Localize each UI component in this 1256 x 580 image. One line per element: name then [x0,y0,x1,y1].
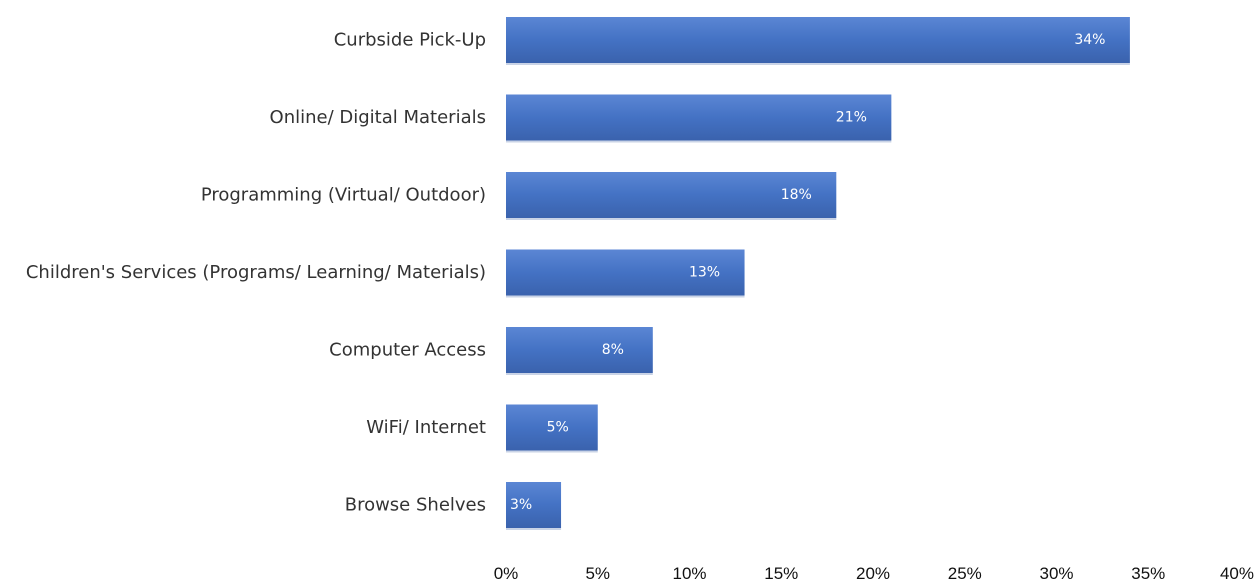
x-tick-label-10: 10% [672,564,706,580]
x-tick-label-35: 35% [1131,564,1165,580]
value-label-curbside-pick-up: 34% [1074,32,1105,48]
bar-browse-shelves [506,482,562,528]
category-label-curbside-pick-up: Curbside Pick-Up [334,30,486,51]
x-tick-label-20: 20% [856,564,890,580]
category-label-children-s-services-programs-learning-materials: Children's Services (Programs/ Learning/… [26,262,486,283]
bar-computer-access [506,327,653,373]
bar-shadow-browse-shelves [506,528,562,530]
value-labels: 34% 21% 18% 13% 8% 5% 3% [510,32,1106,513]
x-tick-label-0: 0% [494,564,519,580]
category-label-programming-virtual-outdoor: Programming (Virtual/ Outdoor) [201,185,486,206]
bar-shadow-online-digital-materials [506,140,892,143]
value-label-browse-shelves: 3% [510,497,532,513]
x-tick-label-40: 40% [1220,564,1254,580]
x-axis-tick-labels: 0% 5% 10% 15% 20% 25% 30% 35% 40% [494,564,1254,580]
category-label-computer-access: Computer Access [329,340,486,361]
x-tick-label-5: 5% [585,564,610,580]
bar-curbside-pick-up [506,17,1130,63]
bar-programming-virtual-outdoor [506,172,837,218]
x-tick-label-30: 30% [1039,564,1073,580]
category-labels: Curbside Pick-Up Online/ Digital Material… [26,30,486,516]
category-label-browse-shelves: Browse Shelves [345,495,486,516]
value-label-online-digital-materials: 21% [836,110,867,126]
x-tick-label-15: 15% [764,564,798,580]
bar-shadow-wifi-internet [506,450,598,453]
bars-layer [506,17,1130,530]
bar-shadow-computer-access [506,373,653,375]
bar-children-s-services-programs-learning-materials [506,249,745,296]
bar-wifi-internet [506,404,598,451]
category-label-online-digital-materials: Online/ Digital Materials [270,107,486,128]
bar-shadow-children-s-services-programs-learning-materials [506,295,745,298]
bar-shadow-curbside-pick-up [506,63,1130,65]
value-label-programming-virtual-outdoor: 18% [781,187,812,203]
bar-online-digital-materials [506,94,892,141]
value-label-children-s-services-programs-learning-materials: 13% [689,265,720,281]
x-tick-label-25: 25% [948,564,982,580]
value-label-wifi-internet: 5% [547,420,569,436]
bar-shadow-programming-virtual-outdoor [506,218,837,220]
category-label-wifi-internet: WiFi/ Internet [366,417,486,438]
value-label-computer-access: 8% [602,342,624,358]
